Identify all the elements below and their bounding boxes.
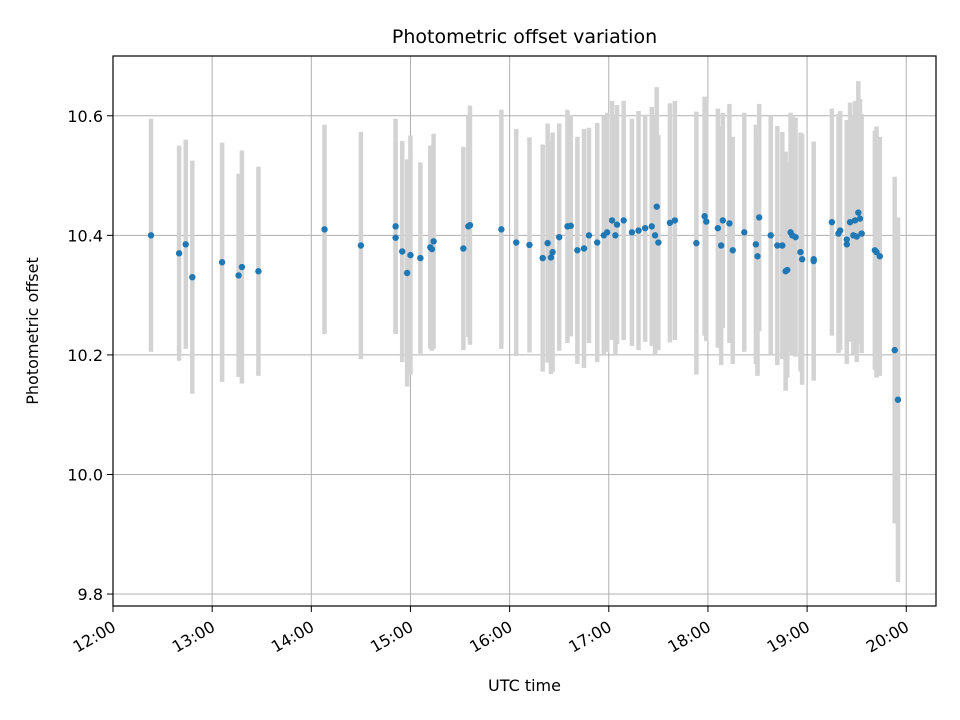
data-point xyxy=(594,239,601,246)
plot-frame xyxy=(112,55,937,607)
data-point xyxy=(218,259,226,266)
data-point xyxy=(752,241,760,248)
data-point xyxy=(175,250,183,257)
data-point xyxy=(238,263,246,271)
data-point xyxy=(235,272,242,279)
data-point xyxy=(608,217,616,224)
data-point xyxy=(585,232,593,239)
data-point xyxy=(798,256,806,263)
y-axis: 9.8 10.0 10.2 10.4 10.6 xyxy=(67,107,113,604)
y-tick-label: 10.4 xyxy=(67,226,103,245)
data-point xyxy=(846,218,854,226)
y-tick-label: 9.8 xyxy=(78,585,103,604)
data-point xyxy=(556,233,563,241)
data-point xyxy=(403,269,411,277)
data-point xyxy=(189,273,196,281)
data-point xyxy=(549,248,556,256)
data-point xyxy=(357,242,365,249)
data-point xyxy=(754,253,761,260)
data-point xyxy=(836,227,844,234)
chart-title: Photometric offset variation xyxy=(392,26,657,48)
data-point xyxy=(430,238,437,245)
data-point xyxy=(843,236,850,243)
data-point xyxy=(784,266,791,274)
y-tick-label: 10.2 xyxy=(67,346,103,365)
data-point xyxy=(635,227,642,234)
data-point xyxy=(843,241,850,248)
data-point xyxy=(428,245,436,253)
data-point xyxy=(717,242,725,249)
data-point xyxy=(671,217,679,224)
data-point xyxy=(567,222,574,229)
data-point xyxy=(648,223,655,230)
data-point xyxy=(855,209,862,216)
data-point xyxy=(651,232,659,239)
data-point xyxy=(666,219,674,226)
data-point xyxy=(466,221,474,229)
data-point xyxy=(726,220,733,227)
y-tick-label: 10.0 xyxy=(67,465,103,484)
data-point xyxy=(580,245,588,252)
data-point xyxy=(774,242,781,249)
data-point xyxy=(255,268,262,275)
data-point xyxy=(513,239,520,246)
data-point xyxy=(792,233,799,241)
data-point xyxy=(851,217,859,224)
data-point xyxy=(876,253,884,260)
data-point xyxy=(693,239,700,247)
data-point xyxy=(729,247,736,254)
data-point xyxy=(407,251,414,259)
data-point xyxy=(755,214,763,221)
data-point xyxy=(392,223,399,230)
data-point xyxy=(539,254,546,262)
data-point xyxy=(526,241,533,249)
data-point xyxy=(620,217,627,224)
data-point xyxy=(797,248,804,256)
data-point xyxy=(810,256,817,263)
data-point xyxy=(701,213,708,220)
data-point xyxy=(894,396,902,403)
data-point xyxy=(641,224,649,232)
data-point xyxy=(891,346,898,354)
data-point xyxy=(828,218,836,226)
data-point xyxy=(719,217,727,224)
data-point xyxy=(392,234,399,241)
x-axis-label: UTC time xyxy=(488,676,561,695)
data-point xyxy=(574,247,581,254)
data-point xyxy=(460,245,467,252)
data-point xyxy=(779,242,786,249)
data-point xyxy=(612,232,619,239)
data-point xyxy=(767,232,774,239)
data-point xyxy=(547,254,555,261)
data-point xyxy=(321,226,328,233)
data-point xyxy=(856,215,864,222)
data-point xyxy=(613,221,621,228)
data-point xyxy=(603,229,611,236)
data-point xyxy=(182,241,189,248)
data-points xyxy=(147,203,902,403)
data-point xyxy=(741,229,748,236)
data-point xyxy=(147,232,155,239)
data-point xyxy=(653,203,660,210)
data-point xyxy=(853,233,860,240)
data-point xyxy=(655,239,662,246)
data-point xyxy=(399,248,406,255)
data-point xyxy=(417,254,424,262)
y-tick-label: 10.6 xyxy=(67,107,103,126)
data-point xyxy=(544,239,551,247)
data-point xyxy=(498,226,505,233)
data-point xyxy=(714,224,722,232)
data-point xyxy=(858,230,865,237)
data-point xyxy=(703,218,710,225)
data-point xyxy=(628,229,636,236)
y-axis-label: Photometric offset xyxy=(23,257,42,405)
